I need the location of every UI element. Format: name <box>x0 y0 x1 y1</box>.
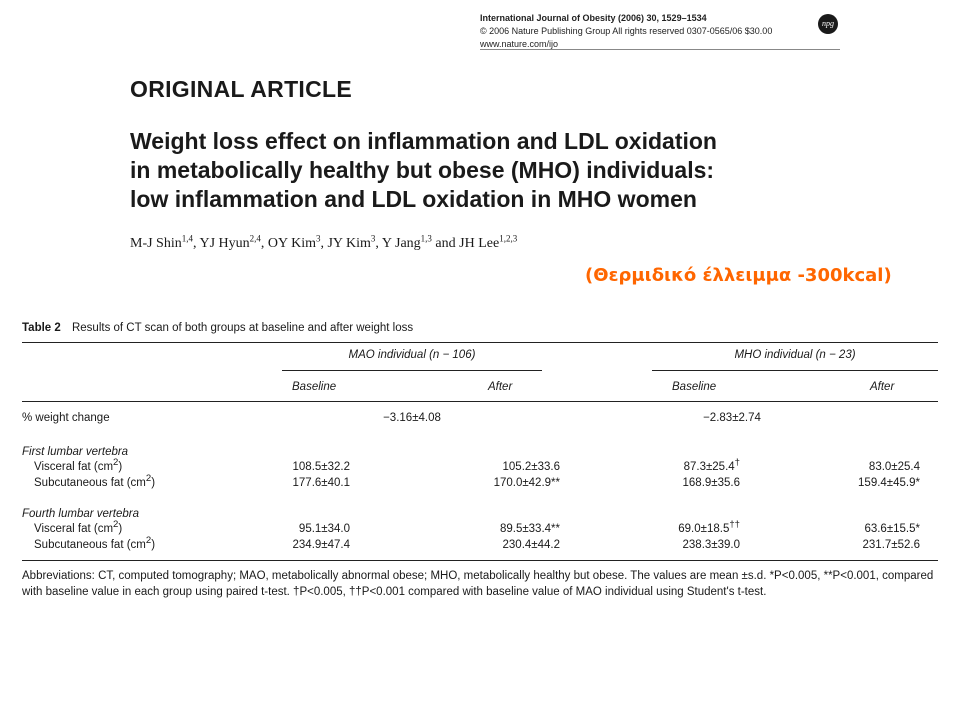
group-header-mao: MAO individual (n − 106) <box>348 349 476 361</box>
table-cell: 231.7±52.6 <box>862 539 920 551</box>
table-caption: Table 2 Results of CT scan of both group… <box>22 322 413 334</box>
journal-citation: International Journal of Obesity (2006) … <box>480 13 707 23</box>
article-title: Weight loss effect on inflammation and L… <box>130 127 830 214</box>
table-cell: 238.3±39.0 <box>682 539 740 551</box>
header-divider <box>480 49 840 50</box>
journal-url: www.nature.com/ijo <box>480 39 559 49</box>
title-line: low inflammation and LDL oxidation in MH… <box>130 186 697 212</box>
author-affiliation: 3 <box>370 233 376 244</box>
row-label-weight-change: % weight change <box>22 412 110 424</box>
table-label: Table 2 <box>22 322 61 334</box>
table-cell: 95.1±34.0 <box>298 523 350 535</box>
author-affiliation: 1,3 <box>420 233 432 244</box>
table-cell: 108.5±32.2 <box>292 461 350 473</box>
subheader-baseline: Baseline <box>292 381 337 393</box>
author-name: YJ Hyun <box>199 236 250 251</box>
author-name: Y Jang <box>381 236 421 251</box>
weight-change-mao: −3.16±4.08 <box>383 412 441 424</box>
table-cell: 170.0±42.9** <box>493 477 560 489</box>
table-bottom-rule <box>22 560 938 561</box>
npg-logo-icon: npg <box>818 14 838 34</box>
author-name: M-J Shin <box>130 236 182 251</box>
subheader-after: After <box>488 381 513 393</box>
journal-copyright: © 2006 Nature Publishing Group All right… <box>480 26 773 36</box>
table-cell: 168.9±35.6 <box>682 477 740 489</box>
author-affiliation: 2,4 <box>249 233 261 244</box>
subheader-after: After <box>870 381 895 393</box>
row-label: Subcutaneous fat (cm2) <box>34 535 156 551</box>
table-cell: 63.6±15.5* <box>864 523 920 535</box>
journal-header: International Journal of Obesity (2006) … <box>480 12 772 51</box>
table-cell: 89.5±33.4** <box>499 523 560 535</box>
header-bottom-rule <box>22 401 938 402</box>
group-rule-mho <box>652 370 938 371</box>
title-line: Weight loss effect on inflammation and L… <box>130 128 717 154</box>
table-footnote: Abbreviations: CT, computed tomography; … <box>22 570 934 598</box>
table-cell: 69.0±18.5†† <box>678 519 740 535</box>
calorie-deficit-annotation: (Θερμιδικό έλλειμμα -300kcal) <box>585 265 892 286</box>
author-affiliation: 1,2,3 <box>499 233 518 244</box>
table-cell: 177.6±40.1 <box>292 477 350 489</box>
title-line: in metabolically healthy but obese (MHO)… <box>130 157 715 183</box>
section-title: Fourth lumbar vertebra <box>22 508 139 520</box>
author-name: JY Kim <box>327 236 371 251</box>
author-name: JH Lee <box>459 236 500 251</box>
table-cell: 105.2±33.6 <box>502 461 560 473</box>
table-cell: 230.4±44.2 <box>502 539 560 551</box>
section-title: First lumbar vertebra <box>22 446 129 458</box>
table-caption-text: Results of CT scan of both groups at bas… <box>71 322 414 334</box>
table-cell: 83.0±25.4 <box>868 461 920 473</box>
row-label: Visceral fat (cm2) <box>34 519 123 535</box>
table-top-rule <box>22 342 938 343</box>
group-header-mho: MHO individual (n − 23) <box>734 349 856 361</box>
table-cell: 87.3±25.4† <box>683 457 740 473</box>
table-cell: 234.9±47.4 <box>292 539 350 551</box>
author-name: OY Kim <box>267 236 316 251</box>
table-cell: 159.4±45.9* <box>858 477 920 489</box>
subheader-baseline: Baseline <box>672 381 717 393</box>
author-list: M-J Shin1,4, YJ Hyun2,4, OY Kim3, JY Kim… <box>130 233 518 251</box>
row-label: Subcutaneous fat (cm2) <box>34 473 156 489</box>
group-rule-mao <box>282 370 542 371</box>
author-affiliation: 1,4 <box>181 233 193 244</box>
weight-change-mho: −2.83±2.74 <box>703 412 761 424</box>
article-type: ORIGINAL ARTICLE <box>130 76 353 102</box>
row-label: Visceral fat (cm2) <box>34 457 123 473</box>
author-affiliation: 3 <box>315 233 321 244</box>
